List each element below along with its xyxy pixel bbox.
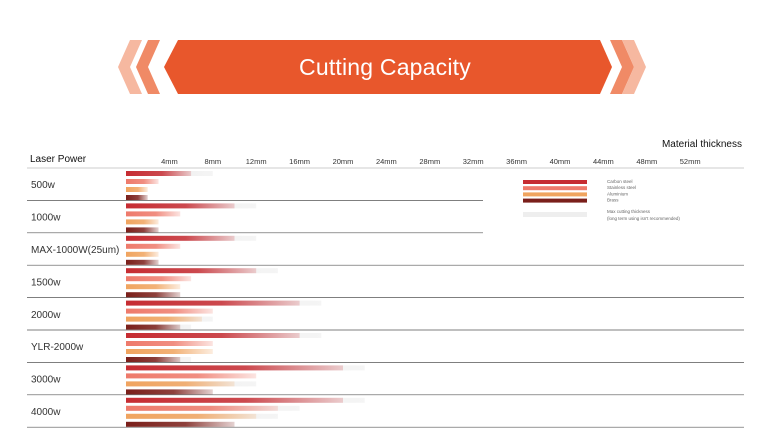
thickness-bar bbox=[126, 365, 343, 371]
row-label: 1000w bbox=[31, 213, 61, 224]
banner-title: Cutting Capacity bbox=[299, 54, 471, 80]
thickness-bar bbox=[126, 235, 235, 241]
thickness-bar bbox=[126, 259, 159, 265]
row-label: 1500w bbox=[31, 277, 61, 288]
x-tick-label: 8mm bbox=[204, 157, 221, 166]
y-axis-title: Laser Power bbox=[30, 154, 87, 165]
x-tick-label: 52mm bbox=[680, 157, 701, 166]
x-tick-label: 44mm bbox=[593, 157, 614, 166]
x-tick-label: 12mm bbox=[246, 157, 267, 166]
thickness-bar bbox=[126, 195, 148, 200]
thickness-bar bbox=[126, 389, 213, 395]
thickness-bar bbox=[126, 421, 235, 427]
x-tick-label: 20mm bbox=[333, 157, 354, 166]
thickness-bar bbox=[126, 413, 257, 419]
thickness-bar bbox=[126, 227, 159, 233]
thickness-bar bbox=[126, 341, 213, 346]
x-tick-label: 32mm bbox=[463, 157, 484, 166]
thickness-bar bbox=[126, 187, 148, 192]
legend-max-label: Max cutting thickness bbox=[607, 209, 651, 214]
x-tick-label: 36mm bbox=[506, 157, 527, 166]
thickness-bar bbox=[126, 381, 235, 387]
thickness-bar bbox=[126, 300, 300, 306]
legend-swatch bbox=[523, 192, 587, 197]
thickness-bar bbox=[126, 397, 343, 403]
x-axis-title: Material thickness bbox=[662, 139, 742, 150]
thickness-bar bbox=[126, 211, 181, 217]
thickness-bar bbox=[126, 251, 159, 257]
x-tick-label: 24mm bbox=[376, 157, 397, 166]
legend-max-swatch bbox=[523, 212, 587, 217]
thickness-bar bbox=[126, 405, 278, 411]
thickness-bar bbox=[126, 243, 181, 249]
thickness-bar bbox=[126, 276, 192, 282]
banner-body bbox=[164, 40, 612, 94]
thickness-bar bbox=[126, 308, 213, 314]
row-label: YLR-2000w bbox=[31, 342, 84, 353]
row-label: 4000w bbox=[31, 407, 61, 418]
legend-label: Stainless steel bbox=[607, 185, 636, 190]
left-chevron-inner-icon bbox=[136, 40, 160, 94]
legend-label: Brass bbox=[607, 198, 619, 203]
title-banner bbox=[118, 40, 646, 94]
legend-swatch bbox=[523, 186, 587, 191]
thickness-bar bbox=[126, 316, 202, 322]
legend-swatch bbox=[523, 198, 587, 203]
row-label: 3000w bbox=[31, 375, 61, 386]
thickness-bar bbox=[126, 219, 159, 225]
x-tick-label: 48mm bbox=[636, 157, 657, 166]
thickness-bar bbox=[126, 171, 192, 176]
thickness-bar bbox=[126, 373, 257, 379]
right-chevron-outer-icon bbox=[622, 40, 646, 94]
thickness-bar bbox=[126, 292, 181, 298]
left-chevron-outer-icon bbox=[118, 40, 142, 94]
legend-label: Carbon steel bbox=[607, 179, 633, 184]
x-tick-label: 28mm bbox=[419, 157, 440, 166]
thickness-bar bbox=[126, 203, 235, 209]
legend-max-note: (long term using isn't recommended) bbox=[607, 216, 680, 221]
thickness-bar bbox=[126, 179, 159, 184]
thickness-bar bbox=[126, 268, 257, 274]
row-label: MAX-1000W(25um) bbox=[31, 245, 119, 256]
x-tick-label: 16mm bbox=[289, 157, 310, 166]
x-tick-label: 4mm bbox=[161, 157, 178, 166]
thickness-bar bbox=[126, 357, 181, 362]
legend-swatch bbox=[523, 180, 587, 184]
thickness-bar bbox=[126, 349, 213, 354]
thickness-bar bbox=[126, 333, 300, 338]
x-tick-label: 40mm bbox=[550, 157, 571, 166]
legend-label: Aluminium bbox=[607, 191, 628, 196]
row-label: 2000w bbox=[31, 310, 61, 321]
row-label: 500w bbox=[31, 180, 56, 191]
thickness-bar bbox=[126, 284, 181, 290]
thickness-bar bbox=[126, 324, 181, 330]
